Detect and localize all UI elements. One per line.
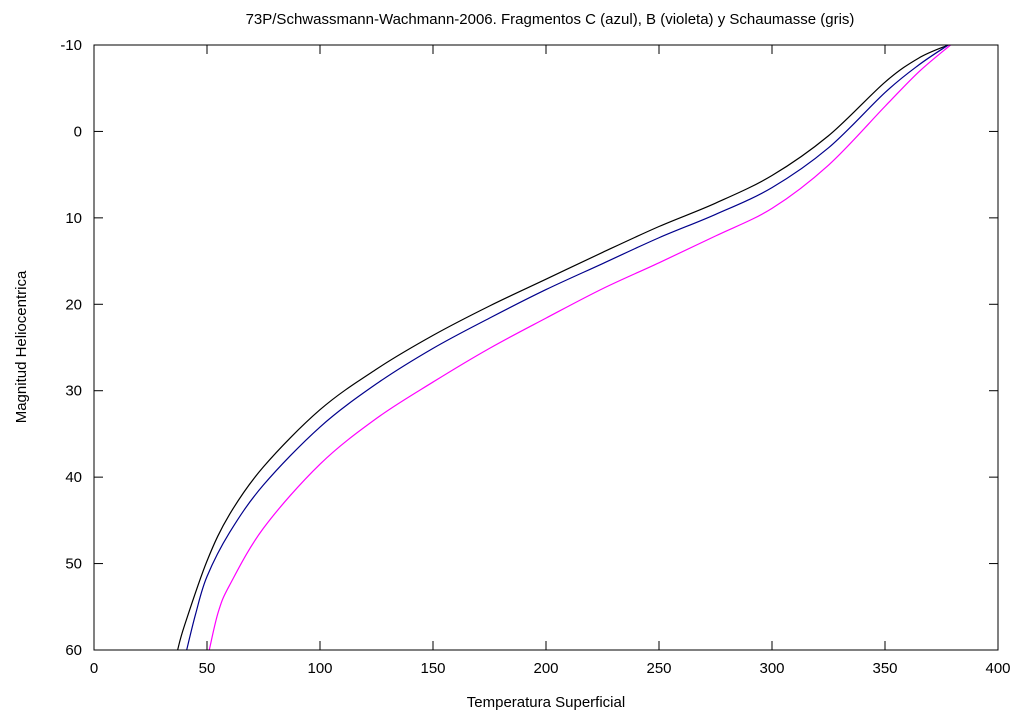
- y-tick-label: 60: [65, 642, 82, 659]
- series-line-2: [186, 44, 949, 651]
- x-tick-label: 200: [533, 660, 558, 677]
- x-tick-label: 0: [90, 660, 98, 677]
- y-tick-label: 30: [65, 383, 82, 400]
- y-axis-label: Magnitud Heliocentrica: [13, 270, 30, 423]
- y-tick-label: 0: [74, 123, 82, 140]
- y-tick-label: 50: [65, 556, 82, 573]
- y-tick-label: 10: [65, 210, 82, 227]
- x-axis-label: Temperatura Superficial: [467, 694, 625, 711]
- x-tick-label: 250: [646, 660, 671, 677]
- x-tick-label: 50: [199, 660, 216, 677]
- series-line-1: [177, 44, 949, 651]
- x-tick-label: 400: [985, 660, 1010, 677]
- y-tick-label: -10: [60, 37, 82, 54]
- plot-frame: [93, 44, 999, 651]
- x-tick-label: 300: [759, 660, 784, 677]
- series-line-3: [208, 44, 951, 651]
- chart-title: 73P/Schwassmann-Wachmann-2006. Fragmento…: [246, 11, 855, 28]
- y-tick-label: 20: [65, 296, 82, 313]
- x-tick-label: 100: [307, 660, 332, 677]
- x-tick-label: 350: [872, 660, 897, 677]
- plot-area: 0 50 100 150 200 250 300 350 400 -10 0 10 20 30 40 50 60: [60, 37, 1010, 677]
- x-tick-label: 150: [420, 660, 445, 677]
- y-tick-label: 40: [65, 469, 82, 486]
